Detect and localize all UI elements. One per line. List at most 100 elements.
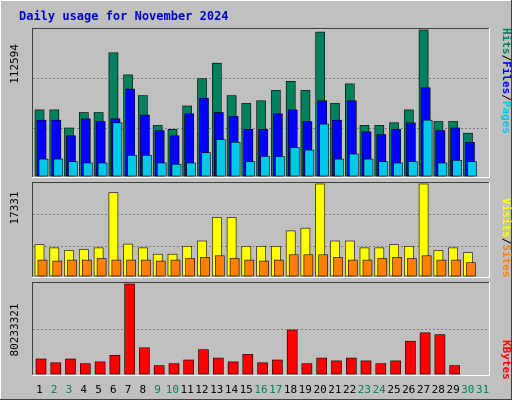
x-axis-day-label: 1	[36, 383, 43, 396]
panel-2-bar-sites-day-26	[407, 258, 417, 277]
panel-3-bar-kbytes-day-17	[272, 359, 283, 375]
panel-1-bar-pages-day-16	[260, 156, 270, 177]
panel-3-bar-kbytes-day-7	[124, 283, 135, 375]
panel-2-bar-sites-day-21	[333, 257, 343, 277]
panel-2-bar-sites-day-9	[155, 260, 166, 277]
x-axis-day-label: 19	[299, 383, 312, 396]
panel-2-bar-sites-day-5	[96, 258, 107, 277]
legend-files: Files	[500, 61, 512, 94]
x-axis-day-label: 20	[313, 383, 326, 396]
x-axis-day-label: 12	[195, 383, 208, 396]
panel-2-bar-sites-day-18	[288, 254, 299, 277]
x-axis-day-label: 9	[154, 383, 161, 396]
x-axis-day-label: 6	[110, 383, 117, 396]
panel-2-bar-sites-day-16	[259, 260, 269, 277]
panel-3-bar-kbytes-day-27	[419, 332, 431, 375]
legend-sites: Sites	[500, 244, 512, 277]
panel-2-bar-sites-day-30	[466, 262, 476, 277]
panel-2-bar-sites-day-7	[126, 259, 136, 277]
panel-3-bar-kbytes-day-26	[405, 340, 416, 375]
panel-3-bar-kbytes-day-19	[301, 363, 313, 375]
x-axis-day-label: 15	[240, 383, 253, 396]
panel-1-bar-pages-day-30	[467, 161, 477, 177]
panel-2-bar-sites-day-8	[141, 259, 151, 277]
x-axis-day-label: 14	[225, 383, 239, 396]
y-axis-max-label-panel-2: 17331	[8, 191, 21, 224]
panel-1-bar-pages-day-23	[363, 158, 374, 177]
panel-3-bar-kbytes-day-1	[35, 358, 47, 375]
panel-3-bar-kbytes-day-8	[139, 347, 150, 375]
panel-2-bar-sites-day-17	[274, 259, 284, 277]
panel-1-bar-pages-day-19	[304, 149, 315, 177]
panel-2-bar-sites-day-25	[392, 257, 402, 277]
svg-text:Visits/Sites: Visits/Sites	[500, 198, 512, 278]
x-axis-day-label: 26	[402, 383, 415, 396]
x-axis-day-label: 24	[373, 383, 387, 396]
legend-sep: /	[500, 94, 512, 101]
x-axis-day-label: 22	[343, 383, 356, 396]
panel-1-bar-pages-day-5	[97, 162, 108, 177]
chart-title: Daily usage for November 2024	[19, 9, 229, 23]
panel-2-bar-sites-day-13	[215, 255, 225, 277]
legend-kbytes: KBytes	[500, 340, 512, 380]
panel-2-bar-sites-day-3	[67, 259, 77, 277]
panel-1-bar-pages-day-10	[171, 164, 182, 177]
x-axis-day-label: 4	[80, 383, 87, 396]
panel-3-bar-kbytes-day-28	[434, 334, 446, 375]
x-axis-day-label: 30	[461, 383, 474, 396]
legend-hits: Hits	[500, 28, 512, 55]
panel-1-bar-pages-day-15	[245, 161, 256, 177]
panel-1-bar-pages-day-9	[156, 162, 167, 177]
panel-1-bar-pages-day-24	[378, 161, 389, 177]
panel-3-bar-kbytes-day-29	[449, 365, 461, 375]
panel-3-bar-kbytes-day-3	[65, 358, 76, 375]
legend-kbytes-label: KBytes	[500, 340, 512, 380]
panel-2-bar-sites-day-10	[170, 259, 181, 277]
panel-1-bar-pages-day-26	[408, 161, 418, 177]
panel-1-bar-pages-day-18	[289, 147, 300, 177]
panel-1-bar-pages-day-8	[142, 155, 152, 177]
panel-3-bar-kbytes-day-11	[183, 359, 194, 375]
chart-marks	[34, 29, 477, 375]
x-axis-day-label: 25	[387, 383, 400, 396]
x-axis-day-label: 7	[125, 383, 132, 396]
panel-3-bar-kbytes-day-15	[242, 354, 254, 375]
panel-3-bar-kbytes-day-10	[168, 363, 180, 375]
panel-2-bar-sites-day-4	[82, 259, 92, 277]
panel-2-bar-sites-day-12	[200, 257, 210, 277]
panel-3-bar-kbytes-day-24	[375, 363, 387, 375]
panel-1-bar-pages-day-25	[393, 162, 403, 177]
panel-3-bar-kbytes-day-5	[94, 361, 106, 375]
legend-pages: Pages	[500, 101, 512, 134]
panel-2-bar-sites-day-23	[362, 259, 373, 277]
panel-2-bar-sites-day-15	[244, 259, 255, 277]
panel-3-bar-kbytes-day-23	[360, 360, 372, 375]
panel-3-bar-kbytes-day-25	[390, 360, 401, 375]
x-axis-day-label: 3	[66, 383, 73, 396]
y-axis-max-label-panel-3: 80233321	[8, 304, 21, 357]
panel-3-bar-kbytes-day-22	[345, 357, 357, 375]
panel-1-bar-pages-day-27	[422, 119, 433, 177]
panel-1-bar-pages-day-21	[334, 158, 344, 177]
panel-2-bar-sites-day-1	[37, 259, 48, 277]
panel-1-bar-pages-day-13	[216, 139, 226, 177]
panel-2-bar-sites-day-28	[436, 259, 447, 277]
panel-1-bar-pages-day-7	[127, 155, 137, 177]
x-axis-day-label: 18	[284, 383, 297, 396]
panel-2-bar-sites-day-29	[451, 259, 462, 277]
svg-text:KBytes: KBytes	[500, 340, 512, 380]
panel-1-bar-pages-day-22	[348, 153, 359, 177]
x-axis-day-label: 27	[417, 383, 430, 396]
panel-2-bar-sites-day-6	[111, 259, 122, 277]
panel-2-bar-sites-day-2	[52, 260, 63, 277]
panel-3-bar-kbytes-day-21	[331, 360, 342, 375]
panel-1-bar-pages-day-14	[230, 142, 241, 177]
x-axis-day-label: 13	[210, 383, 223, 396]
panel-2-bar-sites-day-11	[185, 258, 195, 277]
panel-1-bar-pages-day-17	[275, 156, 285, 177]
panel-1-bar-pages-day-28	[437, 162, 448, 177]
x-axis-day-label: 31	[476, 383, 489, 396]
svg-text:Hits/Files/Pages: Hits/Files/Pages	[500, 28, 512, 134]
x-axis-day-label: 8	[139, 383, 146, 396]
